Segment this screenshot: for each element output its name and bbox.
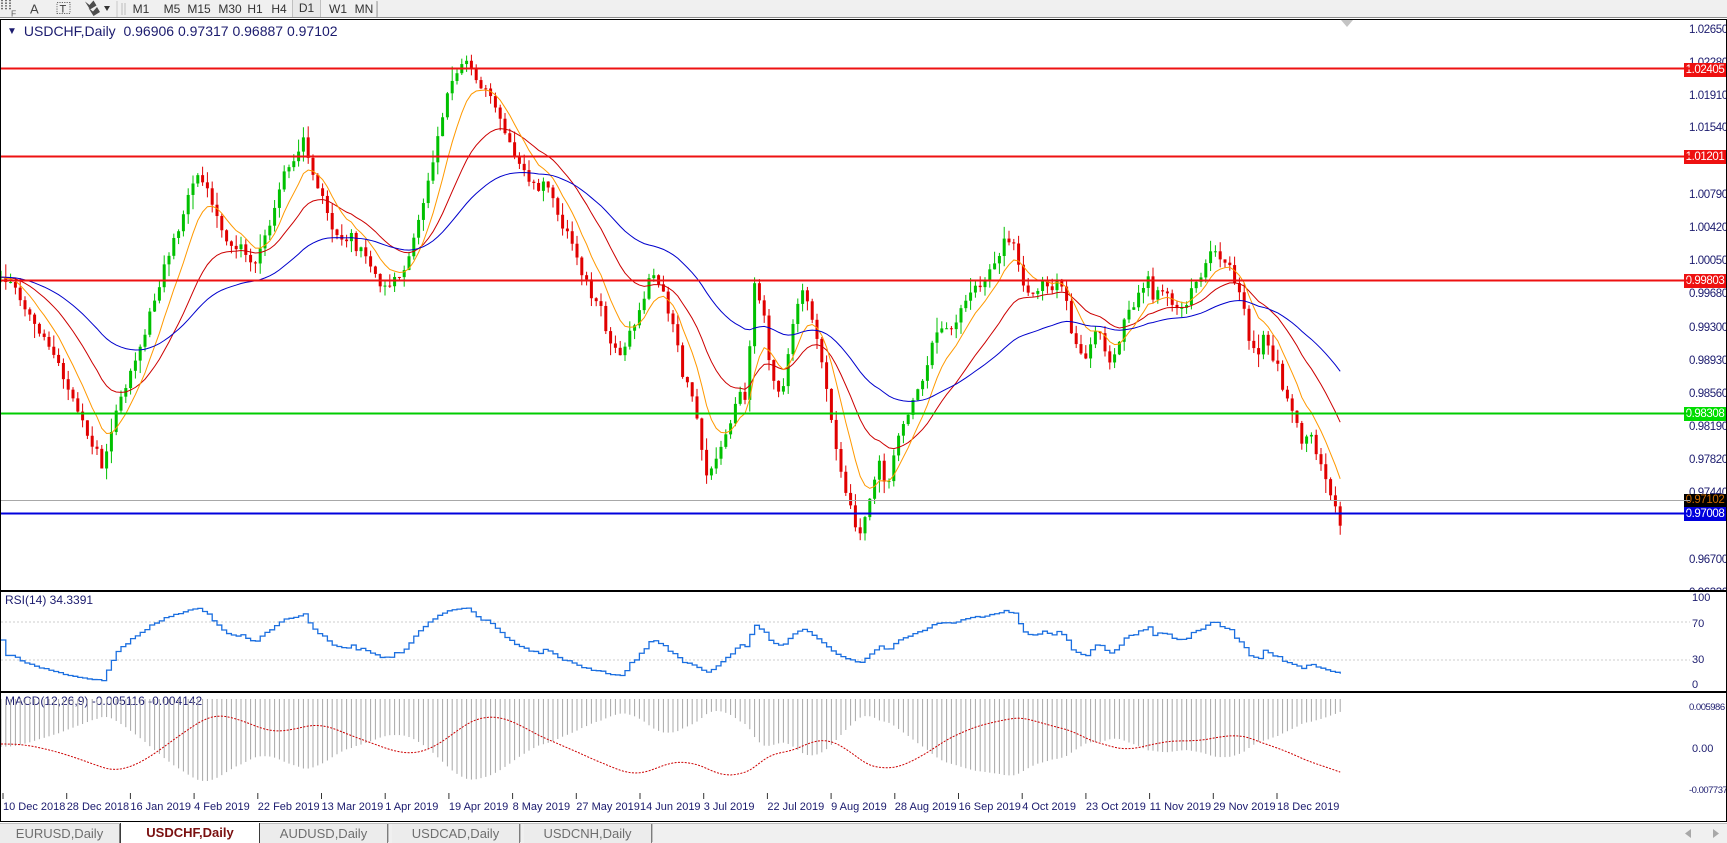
svg-text:A: A — [30, 2, 39, 17]
svg-text:T: T — [60, 4, 67, 16]
svg-text:F: F — [11, 9, 16, 19]
